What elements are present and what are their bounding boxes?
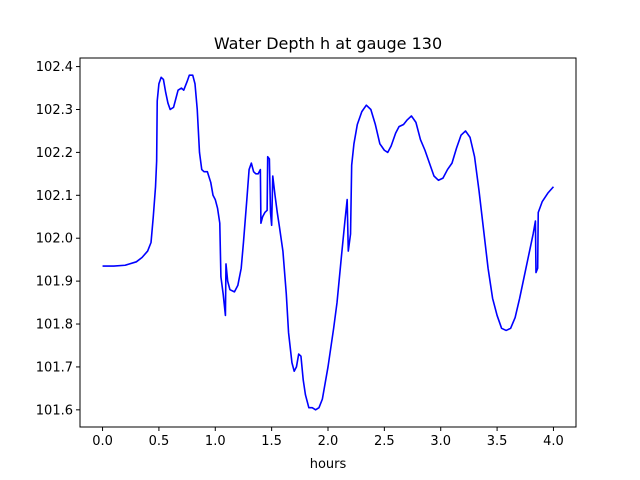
x-tick-label: 4.0 — [543, 434, 564, 449]
y-tick-label: 101.6 — [36, 403, 73, 418]
x-axis-label: hours — [310, 457, 347, 472]
y-tick-label: 101.7 — [36, 360, 73, 375]
y-tick-label: 102.4 — [36, 60, 73, 75]
x-tick-label: 1.0 — [205, 434, 226, 449]
y-tick-label: 102.0 — [36, 232, 73, 247]
y-tick-label: 102.2 — [36, 146, 73, 161]
x-tick-label: 3.0 — [430, 434, 451, 449]
y-tick-label: 101.8 — [36, 318, 73, 333]
x-tick-label: 0.5 — [149, 434, 170, 449]
x-tick-label: 3.5 — [487, 434, 508, 449]
x-tick-label: 2.5 — [374, 434, 395, 449]
y-tick-label: 101.9 — [36, 275, 73, 290]
x-tick-label: 1.5 — [261, 434, 282, 449]
series-line — [102, 74, 555, 411]
x-axis-ticks: 0.0 0.5 1.0 1.5 2.0 2.5 3.0 3.5 4.0 — [92, 427, 564, 449]
x-tick-label: 0.0 — [92, 434, 113, 449]
x-tick-label: 2.0 — [318, 434, 339, 449]
y-tick-label: 102.1 — [36, 189, 73, 204]
y-tick-label: 102.3 — [36, 103, 73, 118]
data-series — [102, 74, 555, 411]
chart-title: Water Depth h at gauge 130 — [214, 34, 442, 53]
y-axis-ticks: 101.6 101.7 101.8 101.9 102.0 102.1 102.2 102.3… — [36, 60, 80, 418]
